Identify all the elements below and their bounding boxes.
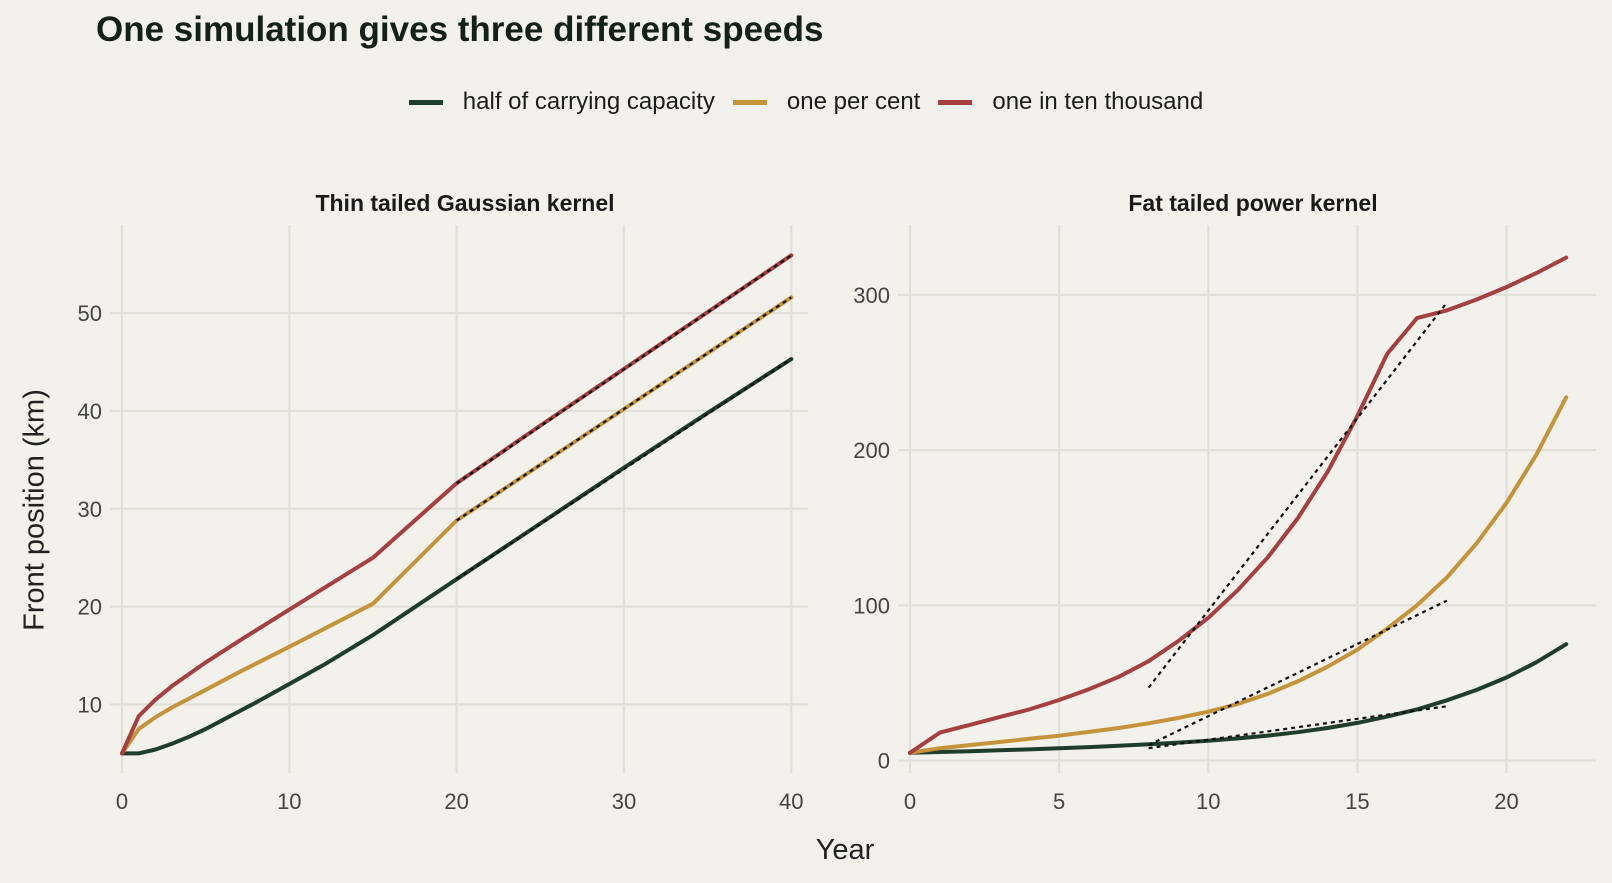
legend-item-one-per-cent: one per cent <box>732 88 921 116</box>
legend-swatch <box>732 99 767 105</box>
legend-swatch <box>938 99 973 105</box>
series-line-1 <box>120 357 794 756</box>
y-tick-label: 30 <box>78 497 102 522</box>
legend-swatch <box>408 99 443 105</box>
x-tick-label: 40 <box>779 789 803 814</box>
y-tick-label: 40 <box>78 399 102 424</box>
fit-line-1 <box>456 358 792 581</box>
series-line-2 <box>908 395 1569 755</box>
y-axis-title: Front position (km) <box>18 389 51 631</box>
x-tick-label: 15 <box>1345 789 1369 814</box>
x-tick-label: 10 <box>277 789 301 814</box>
y-tick-label: 0 <box>878 749 890 774</box>
fit-line-3 <box>1147 301 1448 689</box>
y-tick-label: 300 <box>853 283 890 308</box>
series-line-3 <box>908 255 1569 755</box>
y-tick-label: 10 <box>78 693 102 718</box>
y-tick-label: 100 <box>853 593 890 618</box>
legend: half of carrying capacity one per cent o… <box>0 88 1612 116</box>
fit-line-1 <box>1148 705 1448 750</box>
fit-line-3 <box>456 254 792 485</box>
x-tick-label: 20 <box>444 789 468 814</box>
legend-item-half-capacity: half of carrying capacity <box>408 88 715 116</box>
x-tick-label: 10 <box>1196 789 1220 814</box>
x-tick-label: 30 <box>612 789 636 814</box>
x-axis-title: Year <box>815 834 875 866</box>
x-tick-label: 0 <box>116 789 128 814</box>
panel-title-thin-tailed-gaussian-kernel: Thin tailed Gaussian kernel <box>315 190 614 216</box>
series-line-1 <box>908 642 1569 755</box>
y-tick-label: 20 <box>78 595 102 620</box>
fit-line-2 <box>456 296 792 522</box>
chart-title: One simulation gives three different spe… <box>96 10 824 49</box>
legend-label: one in ten thousand <box>992 88 1204 115</box>
legend-item-one-in-ten-thousand: one in ten thousand <box>938 88 1203 116</box>
fit-line-2 <box>1148 599 1448 747</box>
legend-label: half of carrying capacity <box>462 88 715 115</box>
y-tick-label: 200 <box>853 438 890 463</box>
x-tick-label: 20 <box>1494 789 1518 814</box>
x-tick-label: 0 <box>904 789 916 814</box>
legend-label: one per cent <box>786 88 921 115</box>
panel-title-fat-tailed-power-kernel: Fat tailed power kernel <box>1128 190 1377 216</box>
x-tick-label: 5 <box>1053 789 1065 814</box>
y-tick-label: 50 <box>78 301 102 326</box>
